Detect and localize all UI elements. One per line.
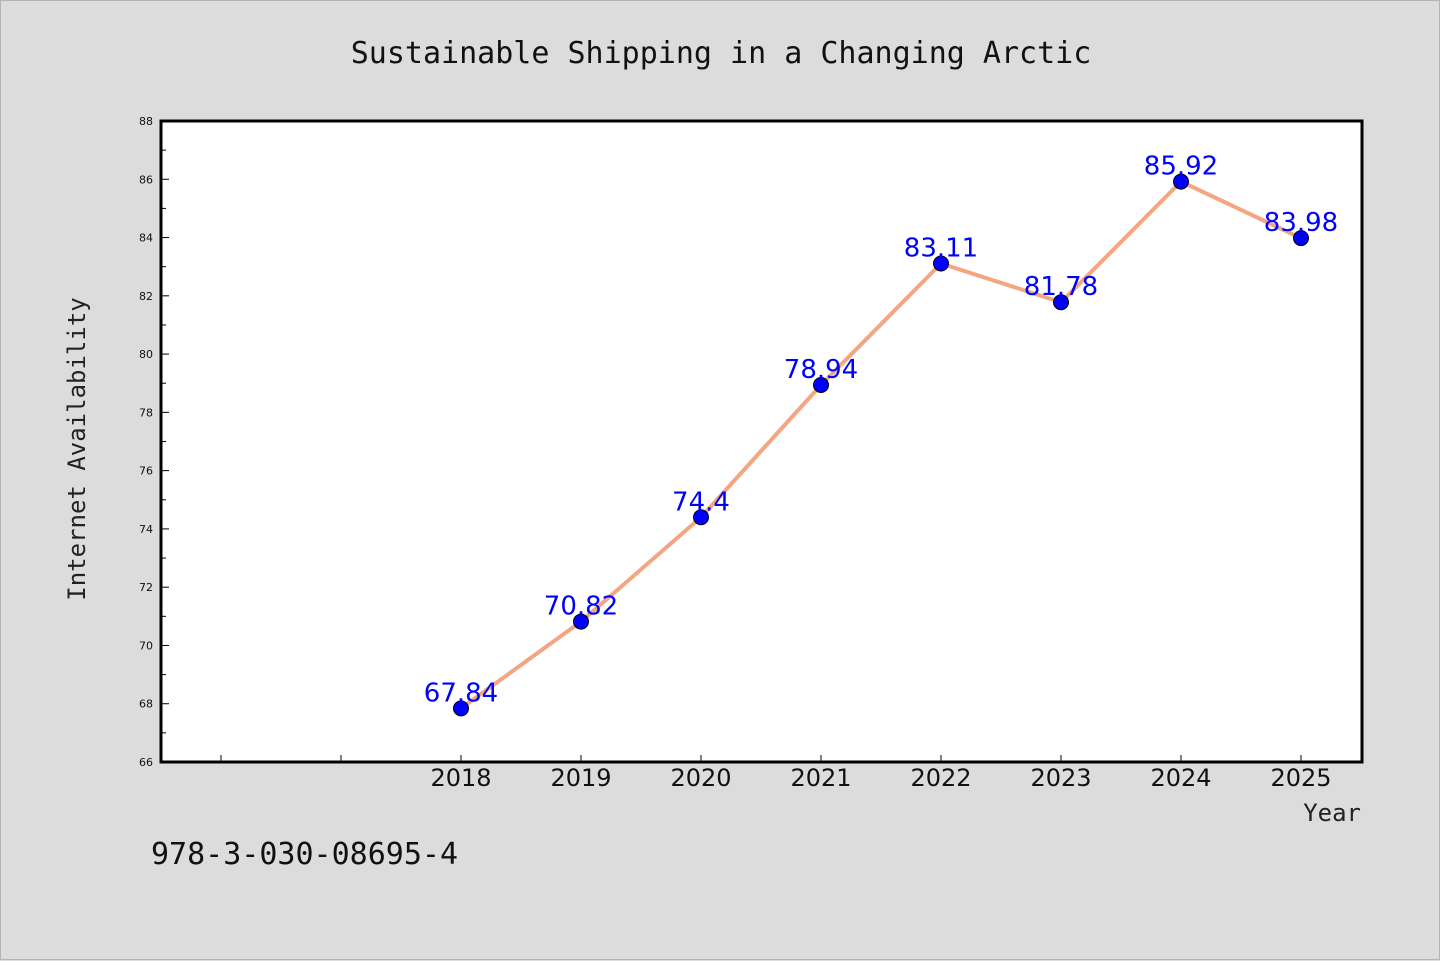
y-tick-label: 86	[139, 173, 153, 186]
y-tick-label: 74	[139, 523, 153, 536]
data-label: 74.4	[672, 487, 730, 517]
data-label: 81.78	[1024, 272, 1098, 302]
chart-title: Sustainable Shipping in a Changing Arcti…	[351, 36, 1092, 71]
x-tick-label: 2019	[550, 764, 611, 792]
x-tick-label: 2022	[910, 764, 971, 792]
data-point	[693, 509, 709, 526]
data-point	[933, 255, 949, 272]
data-label: 83.11	[904, 233, 978, 263]
x-tick-label: 2021	[790, 764, 851, 792]
y-tick-label: 70	[139, 639, 153, 652]
data-markers	[453, 173, 1309, 717]
x-axis-tick-labels: 2018 2019 2020 2021 2022 2023 2024 2025	[430, 764, 1331, 792]
y-tick-label: 84	[139, 232, 153, 245]
x-tick-label: 2018	[430, 764, 491, 792]
y-tick-label: 80	[139, 348, 153, 361]
x-tick-label: 2020	[670, 764, 731, 792]
data-point	[813, 376, 829, 393]
y-tick-label: 76	[139, 465, 153, 478]
data-point	[1293, 230, 1309, 247]
series-line	[459, 179, 1302, 711]
y-tick-label: 72	[139, 581, 153, 594]
x-tick-label: 2024	[1150, 764, 1211, 792]
data-label: 70.82	[544, 592, 618, 622]
data-label: 67.84	[424, 678, 498, 708]
x-tick-label: 2023	[1030, 764, 1091, 792]
y-axis-label: Internet Availability	[63, 297, 91, 600]
y-tick-label: 78	[139, 406, 153, 419]
plot-area	[161, 121, 1362, 762]
data-point	[573, 613, 589, 630]
data-point	[1053, 294, 1069, 311]
x-axis-label: Year	[1303, 799, 1361, 827]
data-label: 83.98	[1264, 208, 1338, 238]
x-tick-label: 2025	[1270, 764, 1331, 792]
data-labels: 67.84 70.82 74.4 78.94 83.11 81.78 85.92 83.98	[424, 152, 1338, 709]
data-point	[453, 700, 469, 717]
y-tick-label: 88	[139, 115, 153, 128]
y-axis-tick-labels: 66 68 70 72 74 76 78 80 82 84 86 88	[139, 115, 153, 769]
y-tick-label: 68	[139, 698, 153, 711]
plot-border	[159, 119, 1364, 764]
y-tick-label: 82	[139, 290, 153, 303]
data-point	[1173, 173, 1189, 190]
isbn-annotation: 978-3-030-08695-4	[151, 837, 458, 872]
y-tick-label: 66	[139, 756, 153, 769]
data-label: 78.94	[784, 355, 858, 385]
data-label: 85.92	[1144, 152, 1218, 182]
